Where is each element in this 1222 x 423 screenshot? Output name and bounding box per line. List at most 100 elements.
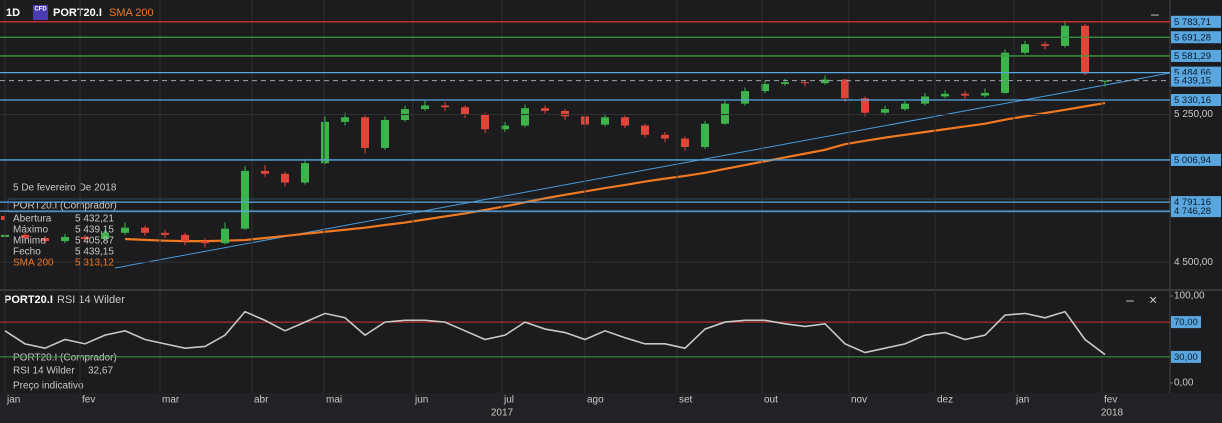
rsi-title: PORT20.I	[4, 294, 53, 306]
candle-body	[621, 117, 629, 126]
info-label: Mínimo	[13, 236, 46, 247]
candle-body	[141, 227, 149, 233]
candle-body	[1061, 25, 1069, 46]
rsi-line	[4, 310, 1106, 356]
candle-body	[161, 232, 169, 235]
price-tag	[1171, 205, 1221, 218]
minimize-button[interactable]: –	[1151, 6, 1159, 22]
year-label: 2017	[491, 408, 514, 419]
price-tag-label: 5 439,15	[1174, 76, 1211, 87]
y-tick-label: 0,00	[1174, 378, 1194, 389]
x-tick-label: abr	[254, 395, 269, 406]
info-label: SMA 200	[13, 258, 54, 269]
candle-body	[261, 170, 269, 174]
candle-body	[1021, 44, 1029, 53]
rsi-info-label: RSI 14 Wilder	[13, 366, 75, 377]
candle-body	[1101, 80, 1109, 82]
candle-body	[21, 234, 29, 238]
candle-body	[821, 79, 829, 84]
y-tick-label: 5 250,00	[1174, 109, 1213, 120]
candle-body	[481, 114, 489, 130]
price-tag	[1171, 153, 1221, 166]
x-tick-label: mai	[326, 395, 342, 406]
x-tick-label: fev	[1104, 395, 1117, 406]
rsi-indicator-name: RSI 14 Wilder	[57, 294, 125, 306]
price-tag	[1171, 15, 1221, 28]
candle-body	[61, 236, 69, 242]
x-tick-label: set	[679, 395, 693, 406]
indicator-name: SMA 200	[109, 7, 154, 19]
candle-body	[241, 170, 249, 229]
x-tick-label: jan	[6, 395, 20, 406]
candle-body	[221, 228, 229, 244]
candle-body	[281, 173, 289, 183]
price-tag-label: 5 691,28	[1174, 32, 1211, 43]
candle-body	[1041, 44, 1049, 46]
candle-body	[501, 125, 509, 130]
candle-body	[701, 123, 709, 147]
level-tag-label: 70,00	[1174, 317, 1198, 328]
sma-line	[124, 102, 1106, 243]
price-tag-label: 5 484,66	[1174, 68, 1211, 79]
candle-body	[301, 163, 309, 183]
candle-body	[761, 84, 769, 92]
info-date: 5 De fevereiro De 2018	[13, 183, 117, 194]
y-tick-label: 4 500,00	[1174, 257, 1213, 268]
candle-body	[1081, 25, 1089, 74]
price-tag-label: 4 746,28	[1174, 206, 1211, 217]
price-tag-label: 5 006,94	[1174, 155, 1211, 166]
candle-body	[541, 108, 549, 111]
close-button[interactable]: ×	[1149, 292, 1157, 308]
year-label: 2018	[1101, 408, 1124, 419]
candle-body	[941, 93, 949, 97]
price-tag-label: 4 791,16	[1174, 197, 1211, 208]
info-value: 5 439,15	[75, 225, 114, 236]
info-header-box	[7, 198, 1171, 213]
info-note: Preço indicativo	[13, 381, 84, 392]
minimize-button[interactable]: –	[1126, 292, 1134, 308]
candle-body	[781, 82, 789, 85]
candle-body	[121, 227, 129, 233]
info-label: Abertura	[13, 214, 52, 225]
price-tag	[1171, 94, 1221, 107]
level-tag	[1171, 316, 1201, 329]
candle-body	[441, 105, 449, 108]
cfd-badge: CFD	[34, 7, 47, 13]
x-tick-label: jan	[1015, 395, 1029, 406]
info-marker	[1, 216, 5, 220]
info-value: 5 439,15	[75, 247, 114, 258]
x-tick-label: dez	[937, 395, 953, 406]
price-tag-label: 5 581,29	[1174, 51, 1211, 62]
price-tag-label: 5 330,16	[1174, 95, 1211, 106]
cfd-icon	[33, 5, 48, 20]
candle-body	[881, 109, 889, 113]
price-tag-label: 5 783,71	[1174, 17, 1211, 28]
instrument-title: PORT20.I	[53, 7, 102, 19]
candle-body	[381, 120, 389, 148]
candle-body	[961, 93, 969, 96]
candle-body	[721, 103, 729, 124]
candle-body	[801, 82, 809, 84]
level-tag	[1171, 350, 1201, 363]
candle-body	[681, 138, 689, 147]
x-axis-strip	[0, 393, 1222, 423]
x-tick-label: nov	[851, 395, 867, 406]
info-value: 5 432,21	[75, 214, 114, 225]
info-instrument: PORT20.I (Comprador)	[13, 201, 117, 212]
x-tick-label: out	[764, 395, 778, 406]
candle-body	[461, 107, 469, 115]
candle-body	[561, 110, 569, 117]
candle-body	[341, 117, 349, 122]
timeframe[interactable]: 1D	[6, 7, 20, 19]
x-tick-label: mar	[162, 395, 180, 406]
y-tick-label: 100,00	[1174, 291, 1205, 302]
price-tag	[1171, 196, 1221, 209]
info-value: 5 313,12	[75, 258, 114, 269]
candle-body	[741, 91, 749, 104]
candle-body	[981, 92, 989, 96]
candle-body	[841, 79, 849, 99]
price-tag	[1171, 49, 1221, 62]
rsi-info-value: 32,67	[88, 366, 113, 377]
candle-body	[901, 103, 909, 110]
candle-body	[641, 125, 649, 135]
